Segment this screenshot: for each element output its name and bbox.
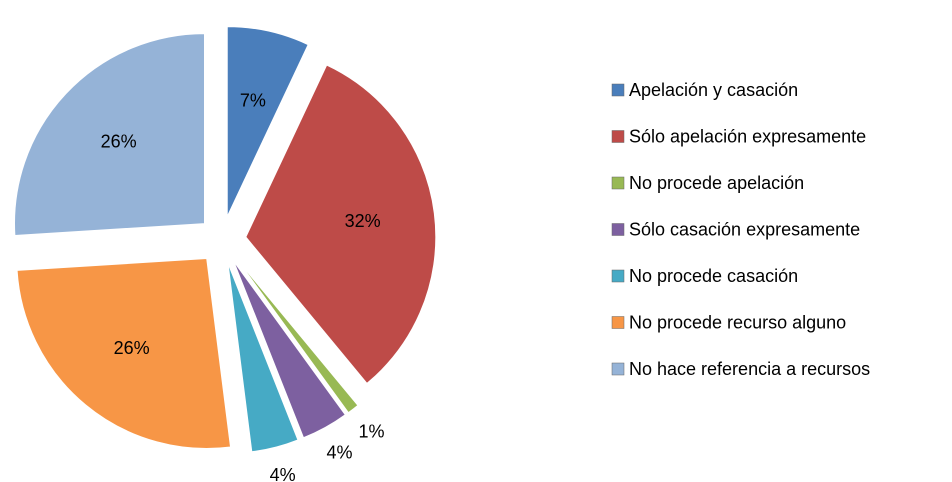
data-label: 32% [345, 211, 381, 231]
legend-label: Apelación y casación [629, 80, 798, 100]
pie-slice [233, 260, 346, 439]
legend-label: Sólo apelación expresamente [629, 126, 866, 146]
legend-swatch [611, 176, 625, 190]
legend-label: No procede recurso alguno [629, 312, 846, 332]
pie-slice [226, 26, 309, 217]
legend-swatch [611, 269, 625, 283]
legend-label: No hace referencia a recursos [629, 359, 870, 379]
legend-label: No procede casación [629, 266, 798, 286]
data-label: 26% [101, 132, 137, 152]
data-label: 26% [114, 338, 150, 358]
data-label: 7% [240, 90, 266, 110]
pie-slice [14, 33, 206, 237]
pie-slice [16, 257, 232, 449]
pie-slice [245, 64, 437, 385]
legend-swatch [611, 362, 625, 376]
pie-slice [236, 258, 359, 414]
data-label: 1% [359, 422, 385, 442]
legend-label: No procede apelación [629, 173, 804, 193]
legend-label: Sólo casación expresamente [629, 219, 860, 239]
legend-swatch [611, 83, 625, 97]
data-label: 4% [327, 443, 353, 463]
legend-swatch [611, 223, 625, 236]
pie-slice [227, 263, 299, 453]
data-label: 4% [270, 465, 296, 482]
legend-swatch [611, 130, 625, 143]
legend-swatch [611, 316, 625, 329]
